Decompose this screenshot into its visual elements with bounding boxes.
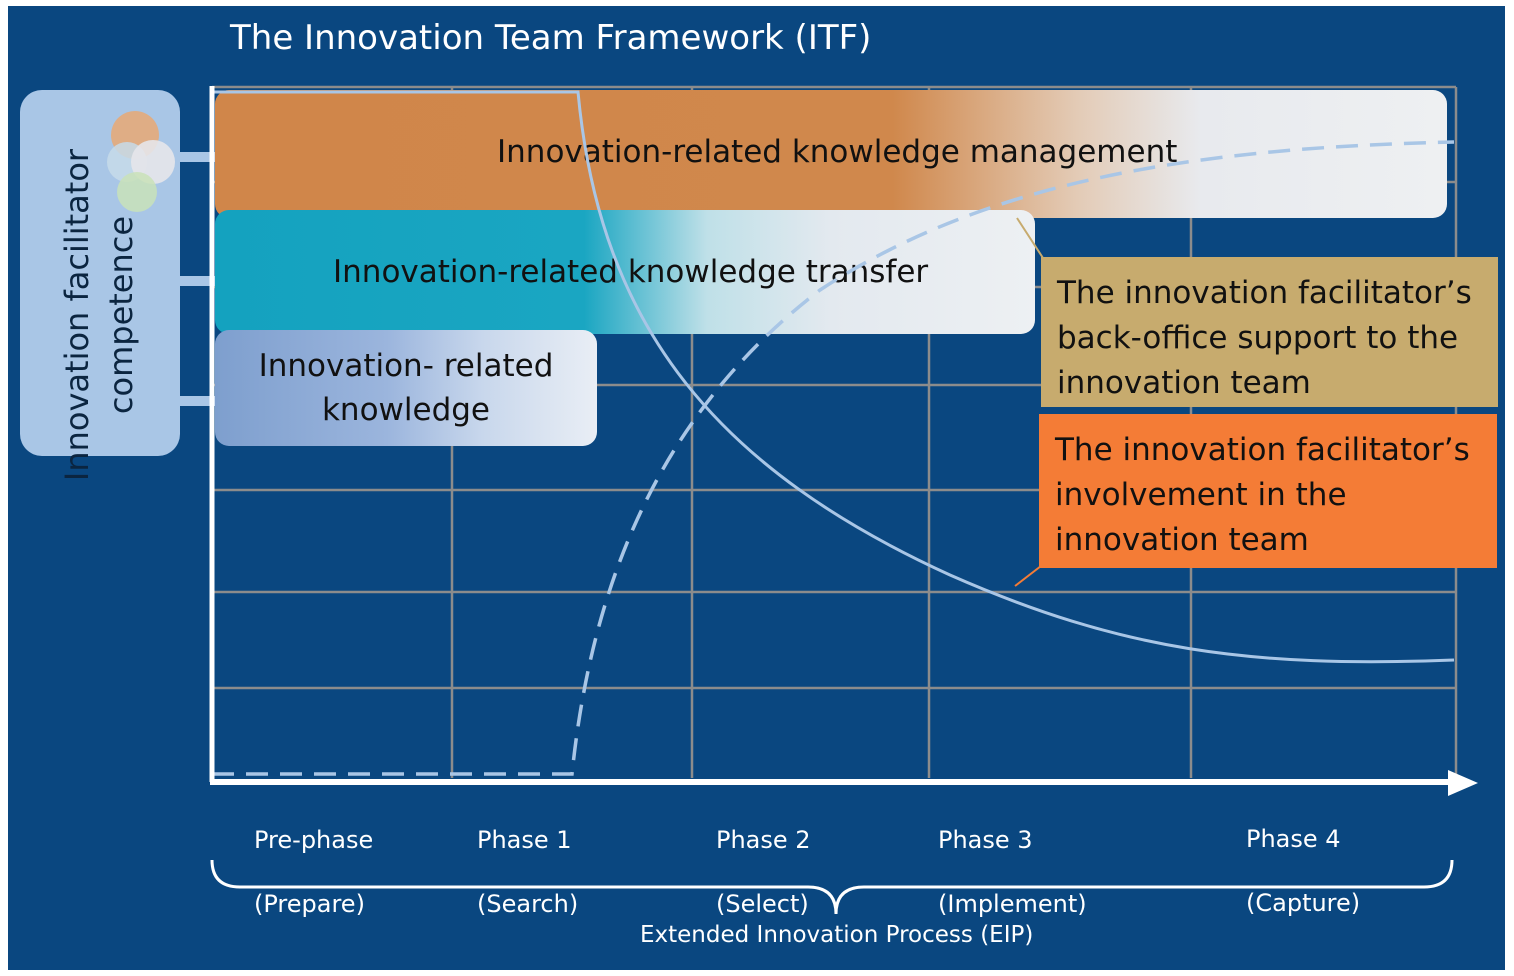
eip-label: Extended Innovation Process (EIP) (640, 922, 1034, 948)
phase-label-1: Phase 1 (Search) (477, 792, 578, 952)
knowledge-transfer-band: Innovation-related knowledge transfer (215, 210, 1035, 334)
venn-icon (107, 111, 175, 212)
phase-label-4: Phase 4 (Capture) (1246, 791, 1360, 951)
phase-label-2: Phase 2 (Select) (716, 792, 811, 952)
knowledge-management-label: Innovation-related knowledge management (497, 134, 1178, 170)
phase-label-pre: Pre-phase (Prepare) (254, 792, 373, 952)
phase-sub: (Implement) (938, 890, 1087, 918)
phase-name: Phase 4 (1246, 825, 1341, 853)
phase-name: Phase 3 (938, 826, 1033, 854)
diagram-title: The Innovation Team Framework (ITF) (230, 18, 872, 58)
backoffice-callout: The innovation facilitator’s back-office… (1041, 257, 1498, 407)
knowledge-management-band: Innovation-related knowledge management (215, 90, 1447, 218)
backoffice-curve (212, 140, 1455, 776)
phase-label-3: Phase 3 (Implement) (938, 792, 1087, 952)
phase-sub: (Capture) (1246, 889, 1361, 917)
knowledge-label-line1: Innovation- related (258, 348, 554, 384)
phase-name: Phase 1 (477, 826, 572, 854)
knowledge-band: Innovation- related knowledge (215, 330, 597, 446)
involvement-curve (212, 90, 1455, 664)
phase-sub: (Search) (477, 890, 579, 918)
phase-name: Phase 2 (716, 826, 811, 854)
phase-sub: (Prepare) (254, 890, 365, 918)
involvement-callout: The innovation facilitator’s involvement… (1039, 414, 1497, 568)
phase-name: Pre-phase (254, 826, 374, 854)
eip-brace (210, 859, 1454, 915)
phase-sub: (Select) (716, 890, 809, 918)
knowledge-label-line2: knowledge (321, 392, 491, 428)
